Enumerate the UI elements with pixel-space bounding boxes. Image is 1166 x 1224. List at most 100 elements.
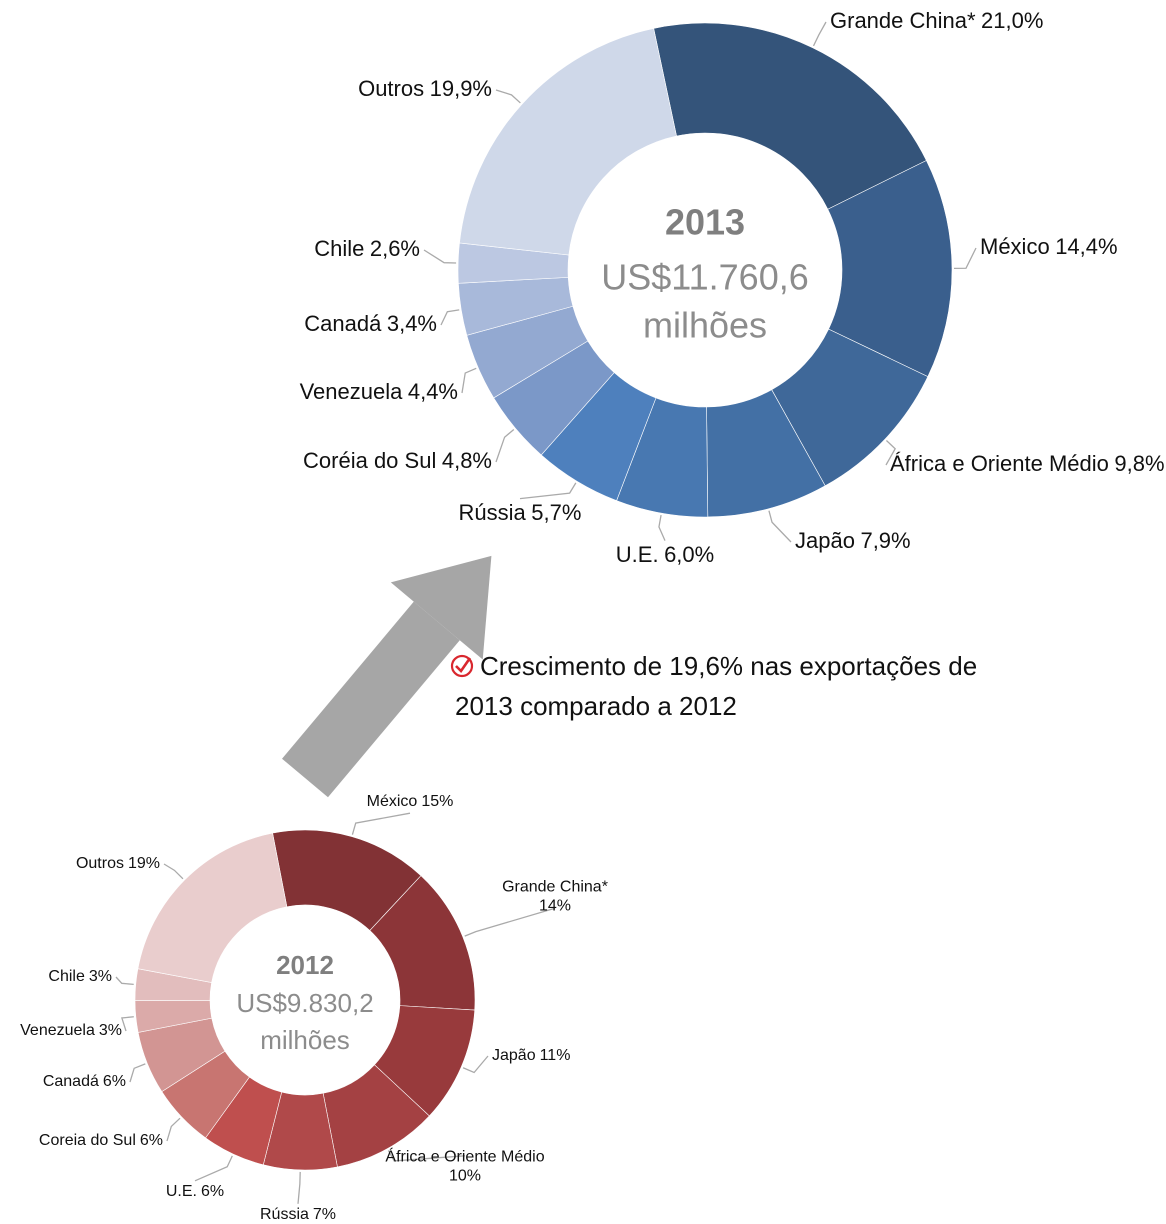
slice-label: U.E. 6,0% — [616, 542, 714, 567]
slice-label: Canadá 6% — [43, 1073, 126, 1090]
center-text: 2013 — [665, 202, 745, 243]
center-text: milhões — [260, 1025, 350, 1055]
slice-label: Venezuela 4,4% — [300, 379, 458, 404]
leader-line — [423, 249, 457, 264]
category-name: Japão — [492, 1047, 536, 1064]
donut-chart: Grande China* 21,0% México 14,4% África e Or… — [300, 8, 1165, 567]
value-label: 19% — [128, 855, 160, 872]
leader-line — [953, 247, 977, 270]
check-icon — [450, 654, 474, 678]
leader-line — [885, 440, 896, 466]
arrow-shaft — [282, 601, 460, 798]
category-name: Grande China* — [502, 879, 608, 896]
category-name: México — [980, 234, 1050, 259]
value-label: 15% — [421, 793, 453, 810]
leader-line — [351, 812, 411, 835]
slice-label: Outros 19,9% — [358, 76, 492, 101]
category-name: Rússia — [459, 500, 527, 525]
slice-label: Rússia 5,7% — [459, 500, 582, 525]
value-label: 9,8% — [1114, 451, 1164, 476]
value-label: 5,7% — [531, 500, 581, 525]
value-label: 10% — [449, 1168, 481, 1185]
leader-line — [495, 429, 515, 463]
leader-line — [163, 863, 184, 880]
value-label: 4,8% — [442, 448, 492, 473]
category-name: Japão — [795, 528, 855, 553]
leader-line — [519, 482, 577, 500]
value-label: 3% — [99, 1022, 122, 1039]
value-label: 4,4% — [408, 379, 458, 404]
slice-label: África e Oriente Médio 9,8% — [890, 451, 1165, 476]
value-label: 7% — [313, 1206, 336, 1223]
center-text: 2012 — [276, 950, 334, 980]
growth-arrow — [282, 555, 492, 798]
slice-label: Grande China* 14% — [502, 879, 608, 915]
category-name: Outros — [358, 76, 424, 101]
donut-slice — [137, 832, 288, 983]
slice-label: Rússia 7% — [260, 1206, 336, 1223]
callout-line: 2013 comparado a 2012 — [455, 691, 737, 721]
slice-label: Japão 7,9% — [795, 528, 911, 553]
center-text: milhões — [643, 305, 767, 346]
value-label: 14% — [539, 898, 571, 915]
category-name: Canadá — [43, 1073, 99, 1090]
value-label: 11% — [540, 1047, 571, 1064]
category-name: Outros — [76, 855, 124, 872]
leader-line — [812, 21, 827, 47]
donut-slice — [827, 160, 953, 377]
leader-line — [658, 514, 666, 541]
category-name: Canadá — [304, 311, 382, 336]
center-text: US$11.760,6 — [601, 257, 809, 298]
slice-label: México 14,4% — [980, 234, 1118, 259]
value-label: 6% — [103, 1073, 126, 1090]
value-label: 3% — [89, 968, 112, 985]
category-name: África e Oriente Médio — [890, 451, 1109, 476]
value-label: 6% — [140, 1132, 163, 1149]
value-label: 7,9% — [860, 528, 910, 553]
value-label: 19,9% — [430, 76, 492, 101]
slice-label: Japão 11% — [492, 1047, 570, 1064]
donut-chart: México 15% Grande China* 14% Japão 11% África … — [20, 793, 608, 1223]
leader-line — [387, 1150, 466, 1162]
leader-line — [194, 1155, 233, 1182]
category-name: Venezuela — [300, 379, 404, 404]
value-label: 6% — [201, 1183, 224, 1200]
callout-line: Crescimento de 19,6% nas exportações de — [480, 651, 977, 681]
leader-line — [115, 976, 134, 986]
category-name: Coreia do Sul — [39, 1132, 136, 1149]
category-name: México — [367, 793, 418, 810]
value-label: 14,4% — [1055, 234, 1117, 259]
slice-label: Chile 3% — [48, 968, 112, 985]
leader-line — [166, 1117, 181, 1142]
leader-line — [464, 907, 556, 937]
category-name: Venezuela — [20, 1022, 95, 1039]
value-label: 21,0% — [981, 8, 1043, 33]
leader-line — [297, 1171, 301, 1204]
slice-label: Coreia do Sul 6% — [39, 1132, 163, 1149]
category-name: Grande China* — [830, 8, 976, 33]
leader-line — [495, 89, 521, 104]
category-name: Coréia do Sul — [303, 448, 436, 473]
leader-line — [129, 1063, 146, 1083]
slice-label: U.E. 6% — [166, 1183, 224, 1200]
category-name: U.E. — [616, 542, 659, 567]
category-name: Chile — [48, 968, 85, 985]
value-label: 6,0% — [664, 542, 714, 567]
slice-label: Grande China* 21,0% — [830, 8, 1043, 33]
center-text: US$9.830,2 — [236, 988, 373, 1018]
slice-label: África e Oriente Médio 10% — [385, 1147, 544, 1185]
slice-label: Canadá 3,4% — [304, 311, 437, 336]
donut-slice — [653, 22, 927, 210]
leader-line — [768, 510, 792, 543]
leader-line — [121, 1016, 134, 1032]
value-label: 3,4% — [387, 311, 437, 336]
category-name: U.E. — [166, 1183, 197, 1200]
arrow-head — [390, 555, 492, 660]
slice-label: México 15% — [367, 793, 454, 810]
category-name: África e Oriente Médio — [385, 1147, 544, 1166]
slice-label: Venezuela 3% — [20, 1022, 122, 1039]
slice-label: Chile 2,6% — [314, 236, 420, 261]
category-name: Chile — [314, 236, 364, 261]
donut-slice — [459, 28, 677, 256]
